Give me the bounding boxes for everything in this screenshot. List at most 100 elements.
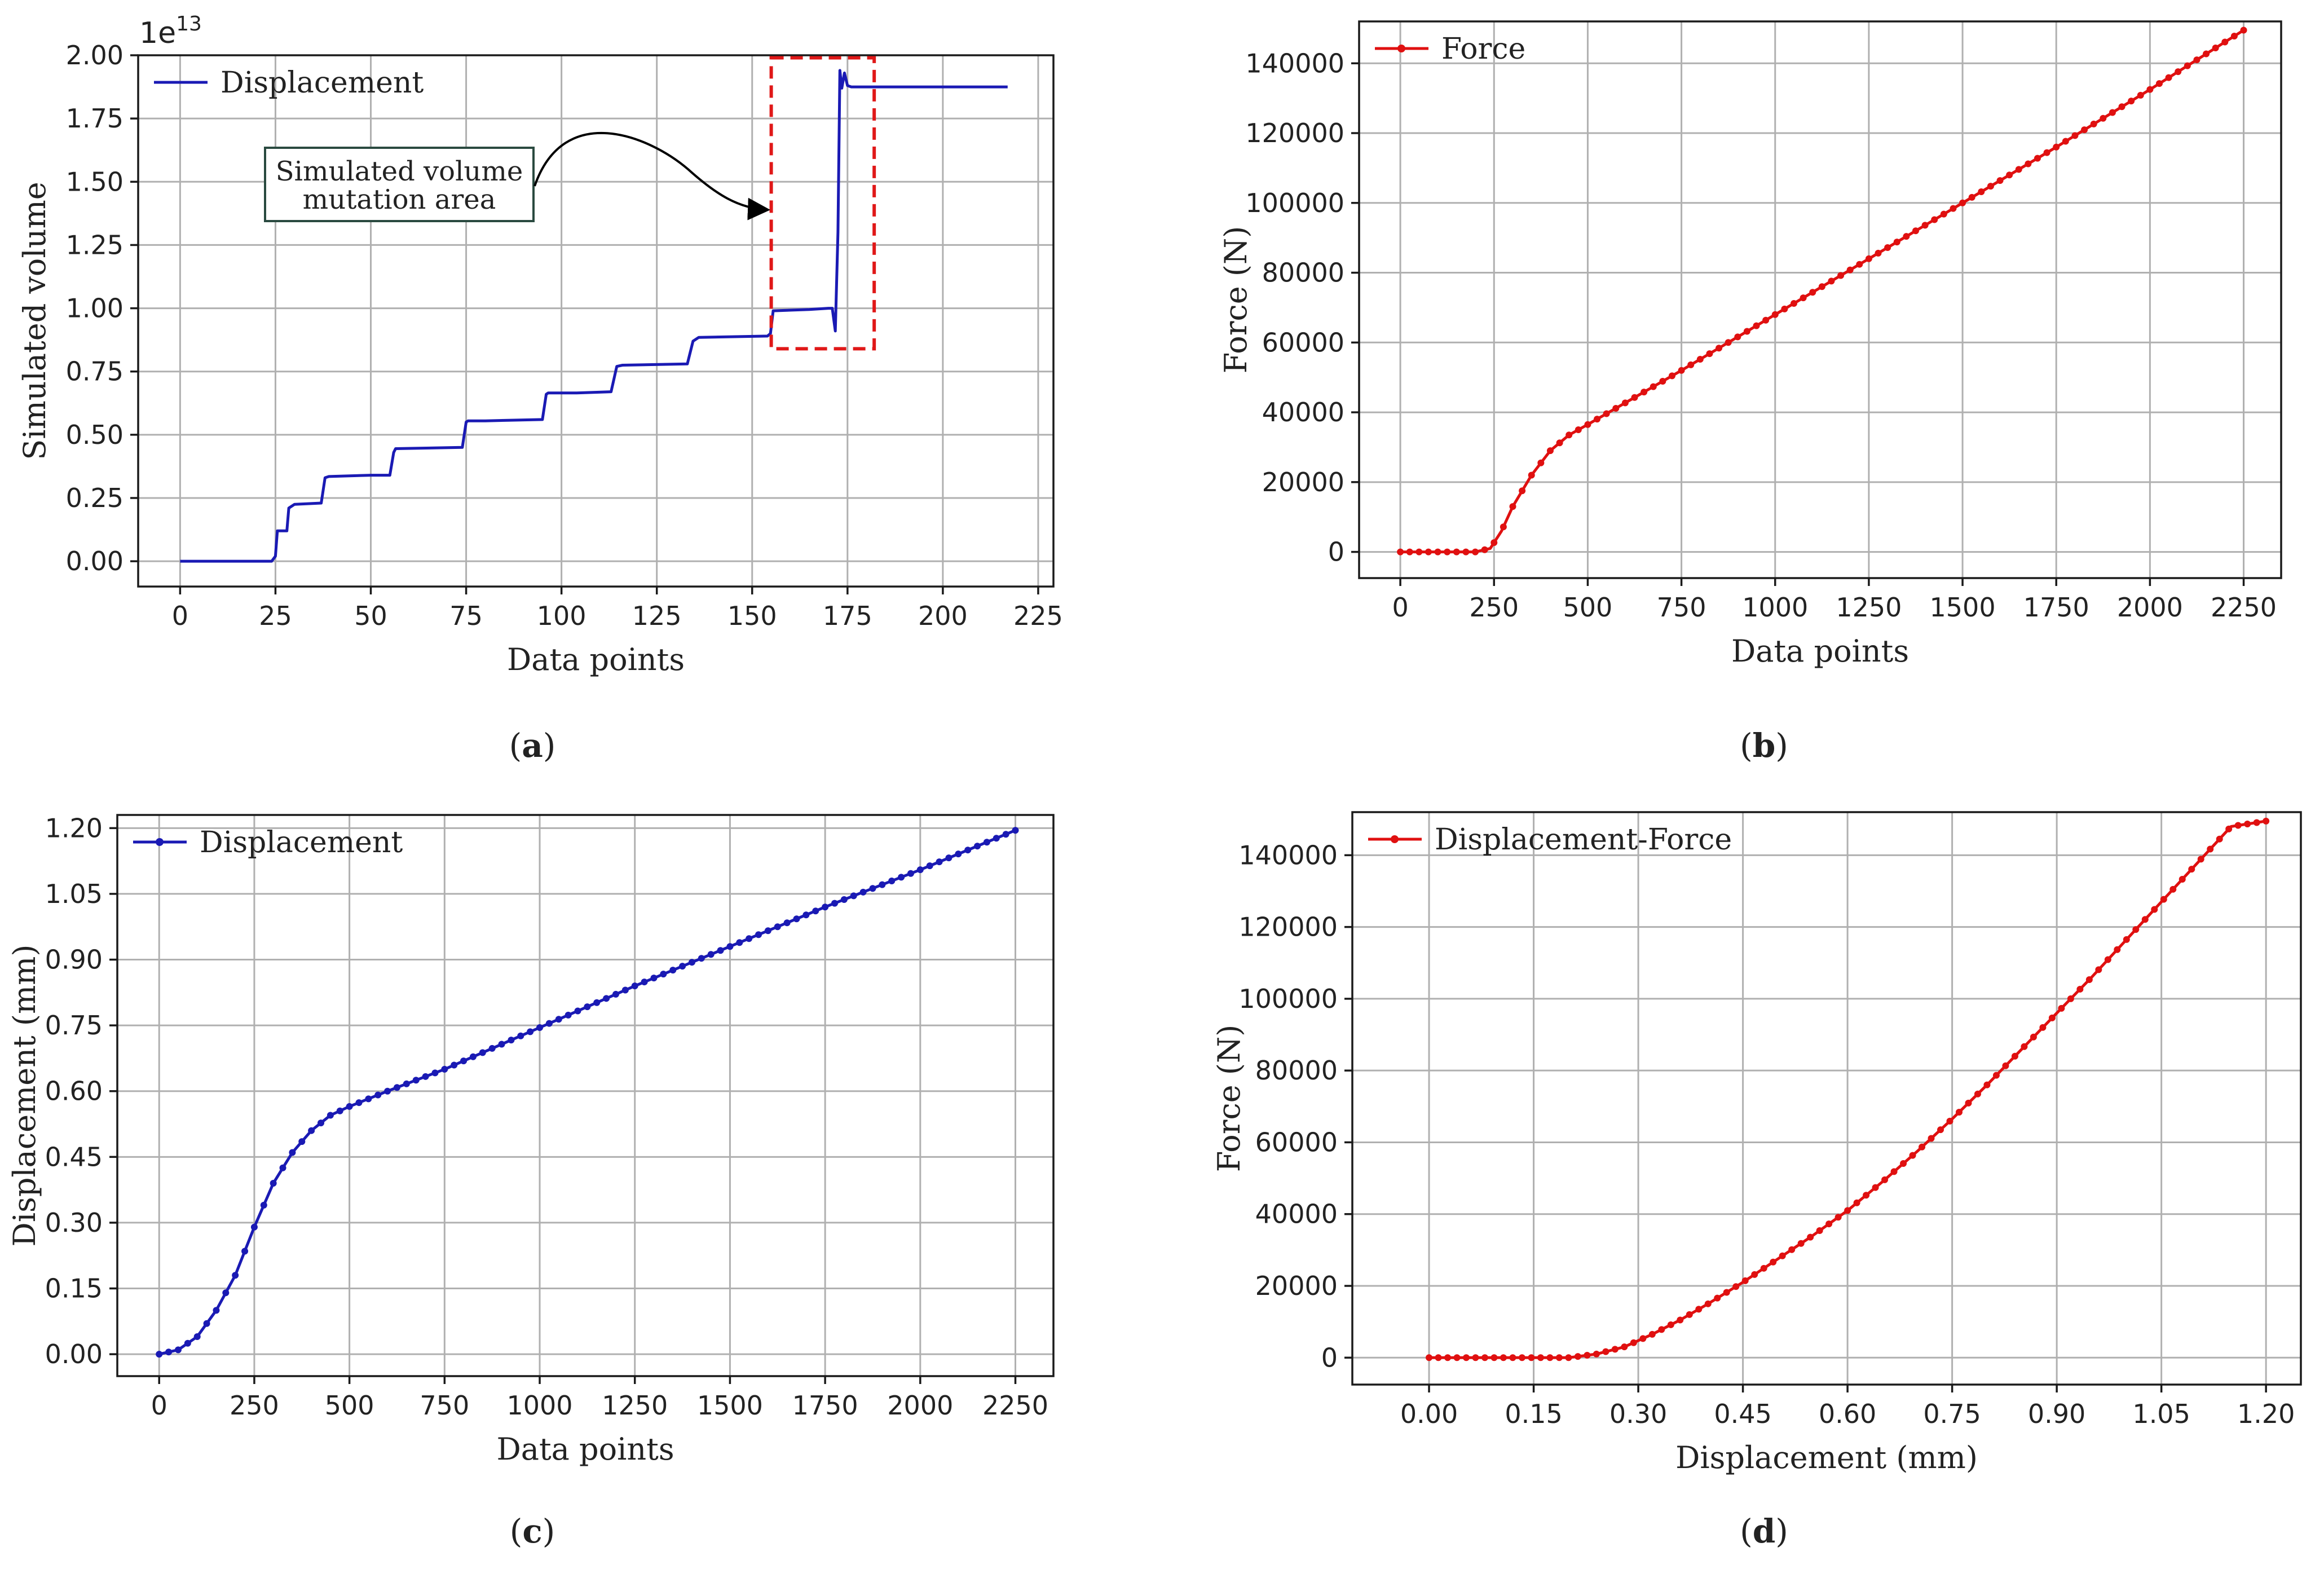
data-point bbox=[2118, 103, 2125, 111]
axes-frame bbox=[1358, 20, 2282, 579]
chart-panel-a: 0 25 50 75 100 125 150 175 200 225 0.00 0.25 0.50 0.7… bbox=[17, 12, 1063, 677]
legend-marker bbox=[156, 838, 164, 846]
data-point bbox=[2160, 896, 2167, 903]
x-tick-label: 500 bbox=[325, 1390, 374, 1421]
data-point bbox=[2240, 27, 2247, 34]
data-point bbox=[1668, 372, 1675, 380]
y-axis-label: Simulated volume bbox=[17, 182, 52, 460]
panel-caption-c: (c) bbox=[510, 1512, 555, 1550]
data-point bbox=[2244, 821, 2251, 827]
data-point bbox=[1903, 233, 1910, 240]
data-point bbox=[393, 1084, 400, 1091]
legend-label: Displacement-Force bbox=[1435, 823, 1732, 857]
data-point bbox=[1704, 1300, 1712, 1307]
data-point bbox=[2043, 149, 2050, 156]
y-tick-label: 20000 bbox=[1262, 467, 1344, 497]
data-point bbox=[850, 892, 857, 900]
data-point bbox=[1800, 294, 1807, 302]
y-tick-label: 120000 bbox=[1238, 912, 1338, 942]
x-tick-label: 0.75 bbox=[1923, 1399, 1981, 1429]
y-tick-label: 100000 bbox=[1245, 188, 1344, 218]
annotation-line-1: Simulated volume bbox=[276, 156, 523, 187]
data-point bbox=[2225, 825, 2233, 832]
data-point bbox=[1872, 1184, 1879, 1191]
data-point bbox=[2263, 817, 2270, 825]
x-tick-label: 75 bbox=[449, 601, 483, 631]
y-tick-label: 0.50 bbox=[66, 420, 124, 450]
data-point bbox=[1603, 410, 1610, 417]
data-point bbox=[2015, 166, 2022, 173]
data-point bbox=[822, 904, 829, 911]
y-axis-label: Force (N) bbox=[1218, 226, 1254, 374]
data-point bbox=[916, 866, 924, 874]
data-point bbox=[1846, 266, 1854, 274]
x-tick-label: 25 bbox=[259, 601, 292, 631]
data-point bbox=[2039, 1024, 2047, 1031]
data-point bbox=[1950, 205, 1957, 212]
data-point bbox=[1621, 399, 1629, 407]
data-point bbox=[1537, 1354, 1544, 1361]
data-point bbox=[1890, 1168, 1898, 1175]
data-point bbox=[755, 931, 762, 938]
data-point bbox=[1900, 1160, 1907, 1167]
y-tick-label: 0.30 bbox=[45, 1207, 103, 1238]
x-tick-label: 250 bbox=[1469, 592, 1519, 623]
data-point bbox=[1462, 548, 1470, 556]
data-point bbox=[2151, 906, 2158, 913]
data-point bbox=[1687, 361, 1695, 368]
x-tick-label: 50 bbox=[354, 601, 387, 631]
data-point bbox=[1751, 1271, 1758, 1278]
data-point bbox=[346, 1103, 353, 1110]
data-point bbox=[2095, 966, 2102, 973]
data-point bbox=[1771, 311, 1779, 318]
data-point bbox=[431, 1069, 439, 1077]
chart-panel-d: 0.00 0.15 0.30 0.45 0.60 0.75 0.90 1.05 1.20 0 200… bbox=[1211, 811, 2302, 1475]
y-tick-label: 60000 bbox=[1262, 327, 1344, 358]
data-point bbox=[1509, 1354, 1516, 1361]
data-point bbox=[2132, 926, 2140, 933]
data-point bbox=[241, 1248, 249, 1255]
data-point bbox=[412, 1077, 420, 1084]
x-tick-label: 175 bbox=[823, 601, 872, 631]
data-point bbox=[2197, 856, 2204, 863]
x-tick-label: 0 bbox=[172, 601, 188, 631]
data-point bbox=[1818, 283, 1825, 290]
data-point bbox=[451, 1061, 458, 1069]
y-axis-label: Force (N) bbox=[1211, 1025, 1247, 1173]
data-point bbox=[955, 850, 962, 858]
y-tick-label: 140000 bbox=[1245, 48, 1344, 78]
data-point bbox=[1528, 471, 1535, 479]
data-point bbox=[1881, 1176, 1889, 1183]
x-tick-label: 1250 bbox=[602, 1390, 668, 1421]
data-point bbox=[1983, 1081, 1991, 1088]
data-point bbox=[1696, 356, 1704, 363]
data-point bbox=[1426, 1354, 1433, 1361]
data-point bbox=[517, 1032, 524, 1039]
data-point bbox=[631, 982, 638, 990]
annotation-group: Simulated volume mutation area bbox=[264, 131, 770, 222]
data-point bbox=[1012, 827, 1019, 834]
x-tick-label: 2000 bbox=[2117, 592, 2183, 623]
data-point bbox=[403, 1080, 410, 1087]
y-tick-label: 20000 bbox=[1255, 1271, 1338, 1301]
data-point bbox=[2137, 91, 2144, 99]
axes-frame bbox=[137, 54, 1055, 588]
data-point bbox=[2048, 1014, 2056, 1021]
data-point bbox=[2207, 845, 2214, 853]
data-point bbox=[2165, 74, 2172, 81]
data-point bbox=[1770, 1258, 1777, 1266]
data-point bbox=[1828, 277, 1835, 285]
data-point bbox=[1528, 1354, 1535, 1361]
data-point bbox=[774, 923, 781, 931]
data-point bbox=[165, 1348, 173, 1356]
data-point bbox=[1809, 289, 1816, 296]
data-point bbox=[1884, 244, 1891, 251]
data-point bbox=[1519, 487, 1526, 495]
x-tick-label: 0.60 bbox=[1819, 1399, 1876, 1429]
y-tick-label: 40000 bbox=[1262, 397, 1344, 427]
data-point bbox=[793, 915, 800, 923]
x-tick-label: 2000 bbox=[887, 1390, 953, 1421]
data-point bbox=[2011, 1052, 2018, 1060]
data-point bbox=[327, 1112, 334, 1119]
